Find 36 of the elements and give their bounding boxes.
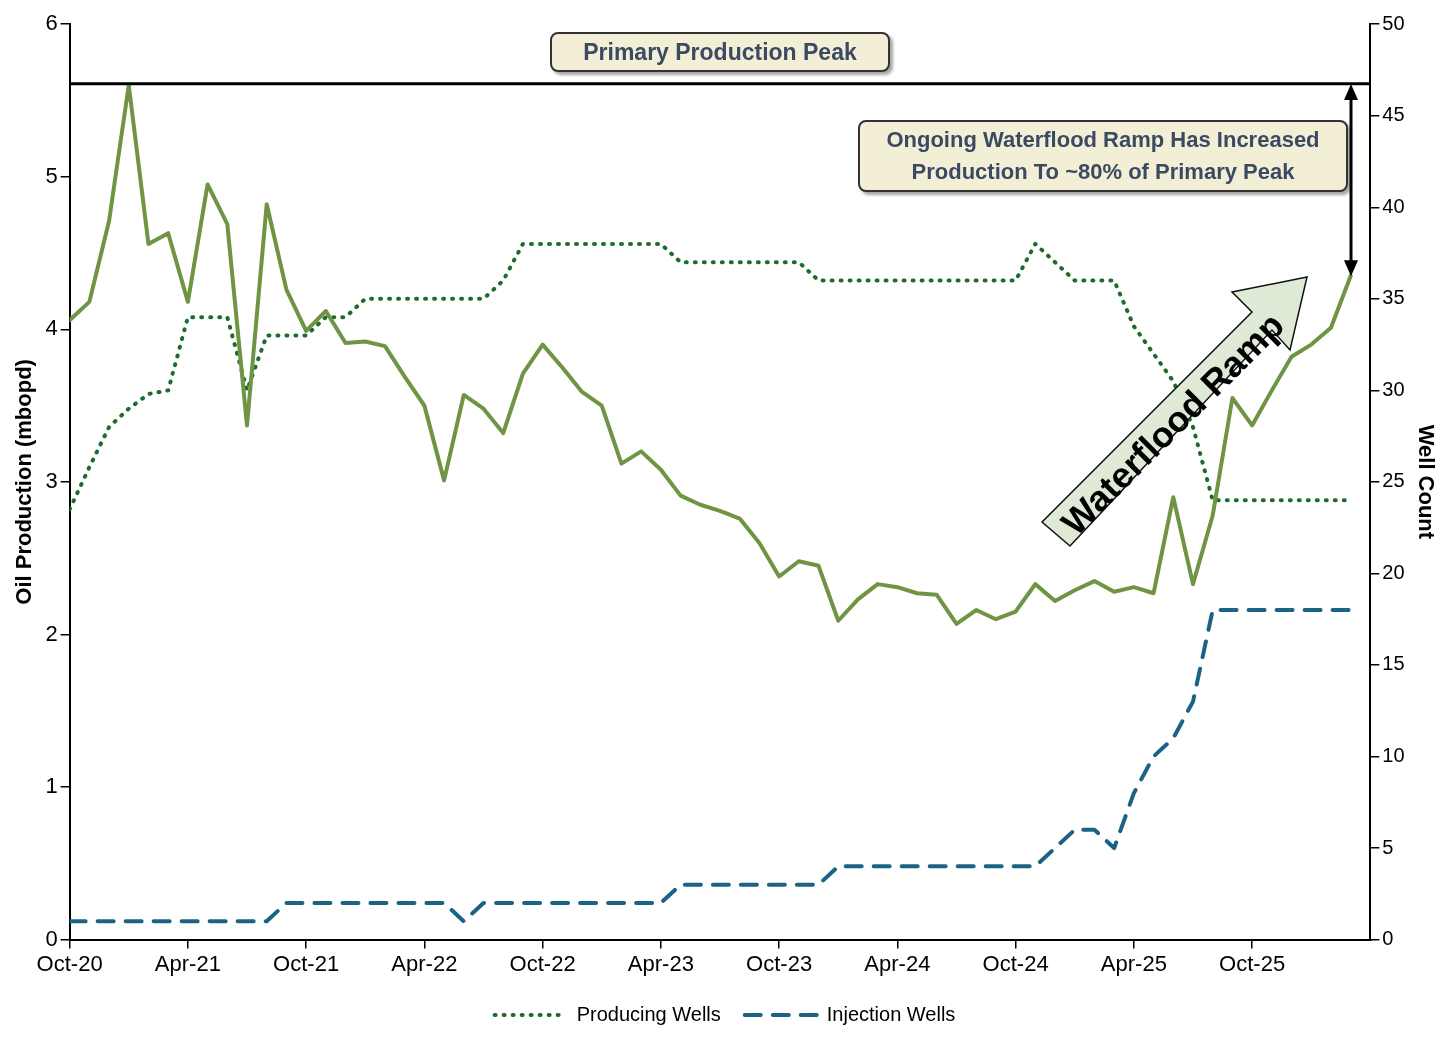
y-tick-label: 6 (45, 10, 58, 36)
x-tick-label: Oct-24 (982, 950, 1049, 976)
callout-box: Ongoing Waterflood Ramp Has Increased Production To ~80% of Primary Peak (858, 120, 1348, 192)
y2-tick-label: 30 (1382, 377, 1405, 400)
x-tick-label: Oct-23 (746, 950, 813, 976)
x-tick-label: Apr-22 (391, 950, 458, 976)
y-tick-label: 5 (45, 162, 58, 188)
y2-tick-label: 0 (1382, 927, 1394, 950)
x-tick-label: Apr-24 (864, 950, 931, 976)
y2-axis-title: Well Count (1413, 424, 1439, 540)
y2-tick-label: 35 (1382, 286, 1405, 309)
callout-box: Primary Production Peak (550, 31, 890, 72)
legend-label: Injection Wells (826, 1002, 956, 1025)
x-tick-label: Oct-25 (1219, 950, 1286, 976)
y-tick-label: 2 (45, 620, 58, 646)
y-tick-label: 4 (45, 315, 58, 341)
x-tick-label: Apr-25 (1100, 950, 1167, 976)
y-tick-label: 0 (45, 925, 58, 951)
x-tick-label: Apr-21 (154, 950, 221, 976)
y-tick-label: 3 (45, 467, 58, 493)
y2-tick-label: 20 (1382, 560, 1405, 583)
x-tick-label: Oct-20 (36, 950, 103, 976)
y2-tick-label: 15 (1382, 652, 1405, 675)
y2-tick-label: 10 (1382, 744, 1405, 767)
y2-tick-label: 50 (1382, 11, 1405, 34)
x-tick-label: Apr-23 (627, 950, 694, 976)
y-tick-label: 1 (45, 773, 58, 799)
legend-label: Producing Wells (576, 1002, 721, 1025)
y2-tick-label: 40 (1382, 194, 1405, 217)
x-tick-label: Oct-22 (509, 950, 576, 976)
line-series (69, 608, 1353, 924)
y-axis-title: Oil Production (mbopd) (11, 359, 37, 605)
y2-tick-label: 5 (1382, 835, 1394, 858)
x-tick-label: Oct-21 (273, 950, 340, 976)
y2-tick-label: 25 (1382, 469, 1405, 492)
y2-tick-label: 45 (1382, 103, 1405, 126)
